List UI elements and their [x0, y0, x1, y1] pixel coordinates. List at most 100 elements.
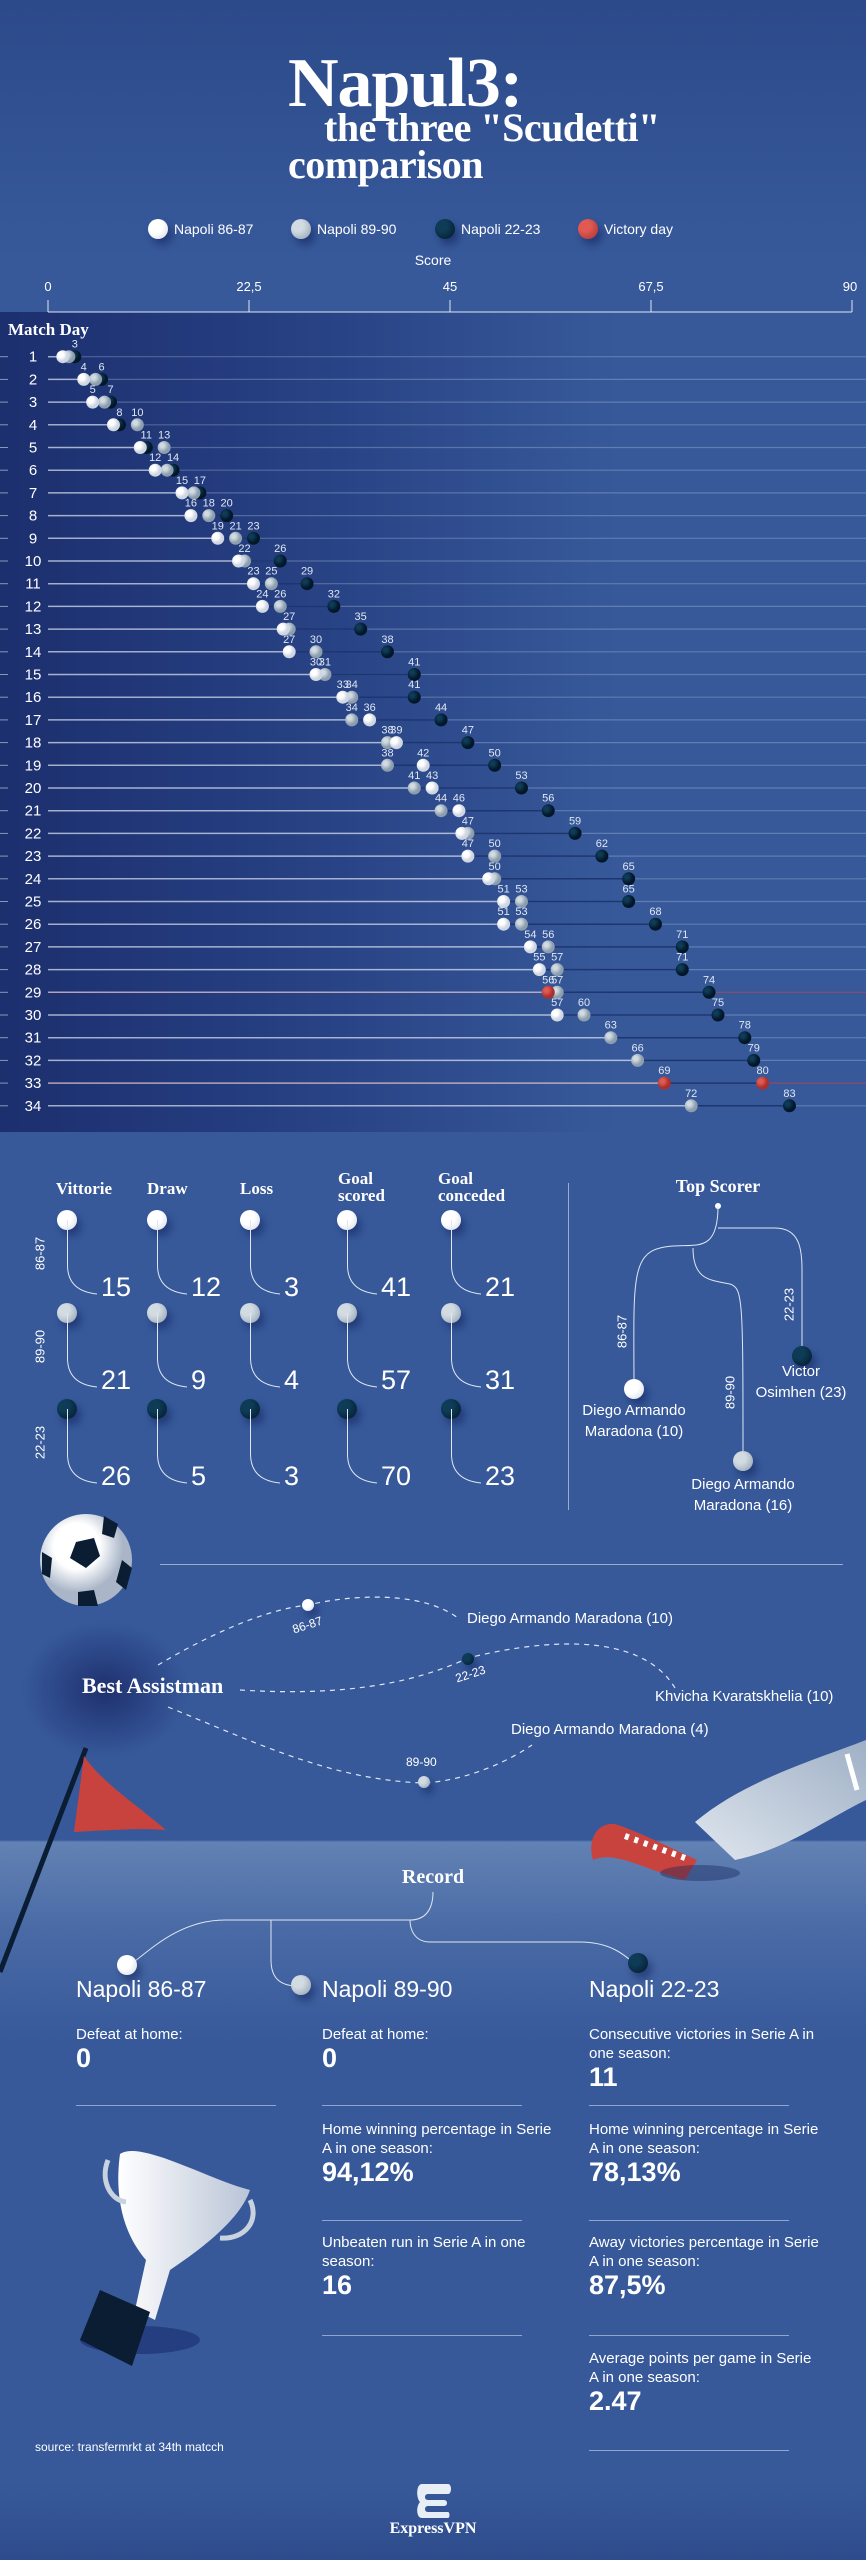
data-point-white — [461, 849, 475, 863]
data-point-grey — [130, 418, 144, 432]
football-boot-icon — [591, 1740, 866, 1881]
record-value: 0 — [322, 2043, 338, 2073]
match-day-label: 2 — [29, 371, 37, 388]
record-team-dot — [628, 1953, 648, 1973]
data-label: 47 — [462, 838, 474, 850]
record-divider — [322, 2220, 522, 2221]
data-point-white — [550, 1008, 564, 1022]
stat-value: 9 — [191, 1365, 207, 1395]
match-day-label: 31 — [25, 1030, 42, 1047]
assist-season-label: 89-90 — [406, 1755, 437, 1769]
data-point-dark — [380, 645, 394, 659]
assist-name: Diego Armando Maradona (4) — [511, 1721, 709, 1738]
record-value: 0 — [76, 2043, 92, 2073]
data-label: 78 — [739, 1020, 751, 1032]
record-value: 94,12% — [322, 2157, 414, 2187]
match-day-label: 16 — [25, 689, 42, 706]
data-label: 34 — [346, 679, 358, 691]
stat-value: 4 — [284, 1365, 300, 1395]
data-label: 59 — [569, 815, 581, 827]
data-point-grey — [604, 1031, 618, 1045]
data-point-dark — [407, 668, 421, 681]
data-label: 50 — [489, 861, 501, 873]
data-point-dark — [595, 849, 609, 863]
data-label: 8 — [116, 407, 122, 419]
record-value: 16 — [322, 2270, 353, 2300]
data-label: 26 — [274, 543, 286, 555]
record-label: Defeat at home: — [76, 2026, 183, 2043]
match-day-label: 12 — [25, 598, 42, 615]
assist-dot-22-23 — [462, 1653, 474, 1665]
data-point-grey — [229, 531, 243, 545]
top-scorer-name: Diego Armando Maradona (16) — [691, 1476, 795, 1514]
stat-value: 70 — [381, 1461, 412, 1491]
stat-connector — [451, 1220, 481, 1295]
data-point-dark — [407, 690, 421, 704]
record-label: Average points per game in Serie A in on… — [589, 2350, 812, 2386]
data-label: 30 — [310, 634, 322, 646]
stat-value: 12 — [191, 1272, 222, 1302]
data-label: 47 — [462, 815, 474, 827]
stat-value: 57 — [381, 1365, 412, 1395]
data-point-grey — [202, 509, 216, 523]
data-label: 50 — [489, 838, 501, 850]
stat-connector — [157, 1409, 187, 1484]
data-label: 56 — [542, 974, 554, 986]
record-label: Defeat at home: — [322, 2026, 429, 2043]
data-point-dark — [675, 940, 689, 954]
match-day-label: 4 — [29, 417, 37, 434]
data-point-grey — [488, 849, 502, 863]
source-note: source: transfermrkt at 34th matcch — [35, 2440, 224, 2454]
match-day-label: 32 — [25, 1052, 42, 1069]
stat-value: 21 — [485, 1272, 516, 1302]
stat-value: 3 — [284, 1272, 300, 1302]
match-day-label: 30 — [25, 1007, 42, 1024]
data-point-white — [425, 781, 439, 795]
data-label: 38 — [381, 634, 393, 646]
data-label: 41 — [408, 770, 420, 782]
data-point-grey — [318, 668, 332, 681]
match-day-label: 25 — [25, 894, 42, 911]
x-tick-label: 67,5 — [638, 279, 664, 294]
data-label: 75 — [712, 997, 724, 1009]
data-point-dark — [782, 1099, 796, 1113]
assist-dot-89-90 — [418, 1776, 430, 1788]
stat-value: 26 — [101, 1461, 132, 1491]
brand-name: ExpressVPN — [389, 2520, 477, 2537]
record-team-dot — [117, 1955, 137, 1975]
match-day-label: 34 — [25, 1098, 42, 1115]
legend-label: Victory day — [604, 221, 673, 237]
record-label: Home winning percentage in Serie A in on… — [322, 2121, 552, 2157]
data-label: 51 — [497, 906, 509, 918]
data-label: 65 — [623, 884, 635, 896]
record-label: Home winning percentage in Serie A in on… — [589, 2121, 819, 2157]
data-point-white — [246, 577, 260, 591]
data-point-dark — [246, 531, 260, 545]
data-label: 57 — [551, 974, 563, 986]
data-point-white — [309, 668, 323, 681]
data-point-grey — [187, 486, 201, 500]
data-label: 17 — [194, 475, 206, 487]
data-point-dark — [461, 736, 475, 750]
match-day-label: 10 — [25, 553, 42, 570]
match-day-label: 28 — [25, 962, 42, 979]
data-label: 41 — [408, 679, 420, 691]
legend-label: Napoli 86-87 — [174, 221, 254, 237]
data-point-grey — [541, 940, 555, 954]
match-day-label: 8 — [29, 508, 37, 525]
data-point-dark — [488, 758, 502, 772]
title-subtitle: the three "Scudetti" — [324, 105, 660, 150]
data-label: 55 — [533, 952, 545, 964]
data-label: 5 — [90, 384, 96, 396]
section-divider — [160, 1564, 843, 1565]
record-value: 78,13% — [589, 2157, 681, 2187]
record-tree — [129, 1891, 637, 1987]
record-divider — [589, 2105, 789, 2106]
data-label: 50 — [489, 747, 501, 759]
match-day-label: 3 — [29, 394, 37, 411]
data-point-white — [133, 441, 147, 454]
data-point-grey — [550, 963, 564, 977]
match-day-label: 23 — [25, 848, 42, 865]
title-main: Napul3: — [288, 45, 523, 122]
data-label: 62 — [596, 838, 608, 850]
